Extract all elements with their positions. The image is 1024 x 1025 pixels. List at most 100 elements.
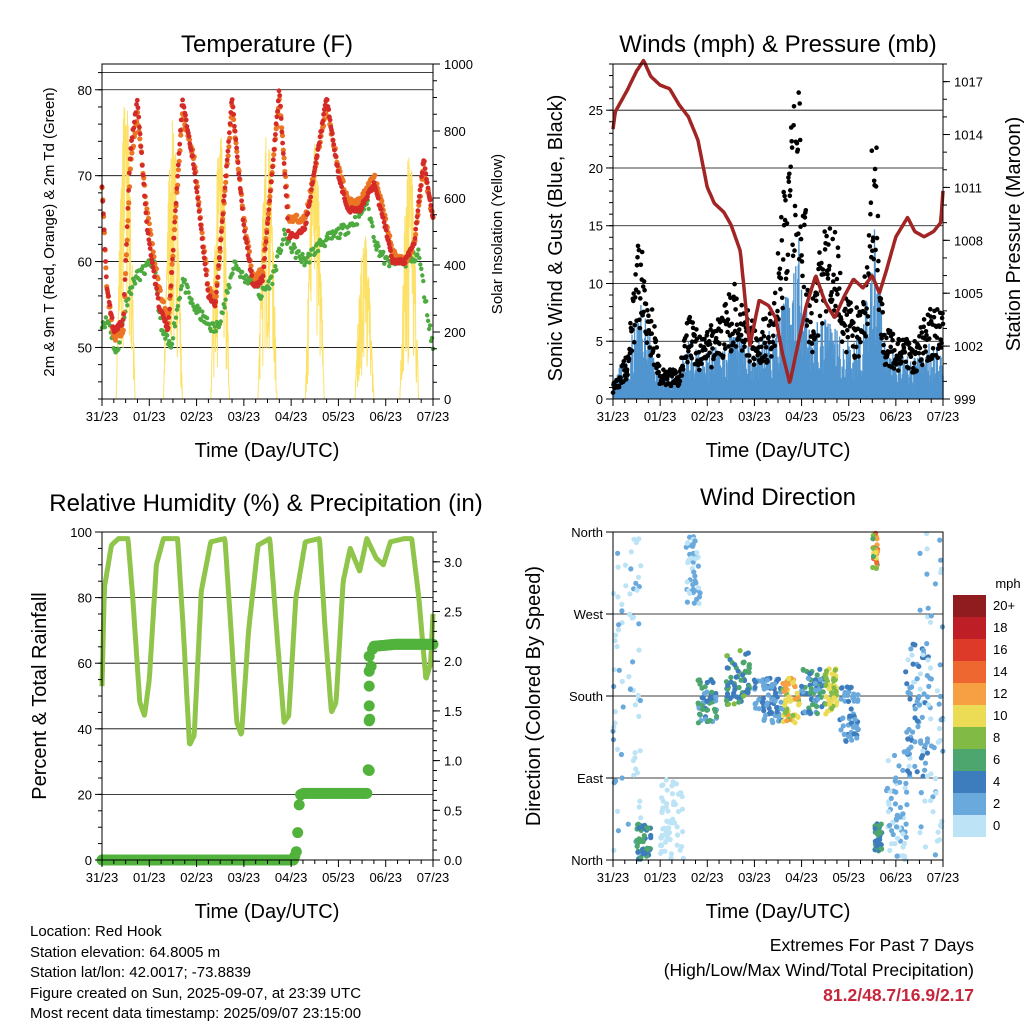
temp-2m-point (272, 137, 278, 143)
gust-point (839, 339, 845, 345)
gust-point (861, 301, 867, 307)
temp-2m-point (326, 107, 332, 112)
direction-point (637, 798, 643, 804)
direction-point (937, 737, 943, 743)
temp-2m-point (275, 108, 280, 114)
direction-point (930, 809, 936, 815)
direction-point (916, 693, 922, 700)
gust-point (759, 344, 764, 350)
gust-point (652, 324, 657, 329)
dewpoint-point (296, 249, 301, 254)
direction-point (928, 716, 934, 722)
direction-point (920, 652, 926, 658)
temp-2m-point (162, 317, 168, 323)
gust-point (850, 333, 855, 339)
temp-2m-point (220, 211, 226, 217)
direction-ytick-label: West (574, 607, 604, 622)
temp-2m-point (153, 281, 159, 287)
temp-9m-point (248, 263, 254, 269)
colorbar-label: 4 (993, 774, 1000, 789)
temp-2m-point (216, 255, 222, 260)
humidity-ylabel-left: Percent & Total Rainfall (29, 592, 51, 800)
speed-colorbar: mph 20+ 18 16 14 12 10 8 6 4 2 0 (953, 576, 1021, 837)
direction-point (732, 662, 738, 668)
temp-2m-point (175, 173, 181, 179)
direction-point (644, 825, 650, 831)
direction-point (679, 806, 686, 812)
dewpoint-point (230, 271, 235, 276)
gust-point (865, 321, 870, 327)
gust-point (618, 375, 623, 380)
temp-2m-point (194, 189, 200, 195)
temp-2m-point (231, 112, 237, 117)
direction-point (922, 743, 928, 749)
temp-2m-point (247, 258, 252, 264)
gust-point (628, 320, 633, 326)
direction-point (634, 770, 641, 776)
temp-2m-point (241, 222, 247, 228)
temp-2m-point (168, 293, 173, 298)
dewpoint-point (305, 255, 310, 260)
direction-point (684, 579, 690, 585)
direction-point (928, 743, 935, 749)
gust-point (903, 359, 909, 365)
temp-9m-point (178, 132, 184, 138)
direction-point (900, 831, 906, 837)
dewpoint-point (346, 230, 351, 235)
gust-point (690, 320, 695, 325)
direction-point (736, 699, 742, 705)
winds-ytick-label: 0 (596, 392, 603, 407)
humidity-ytick-label: 80 (78, 591, 92, 606)
direction-point (620, 704, 626, 710)
temp-9m-point (294, 212, 300, 218)
gust-point (636, 290, 641, 295)
direction-point (636, 713, 642, 720)
temp-2m-point (314, 153, 320, 159)
direction-point (870, 564, 876, 571)
direction-point (925, 702, 932, 708)
gust-point (808, 319, 813, 325)
temp-2m-point (327, 117, 333, 123)
direction-point (850, 695, 856, 701)
gust-point (811, 331, 817, 337)
direction-point (636, 804, 642, 810)
dewpoint-point (204, 315, 210, 321)
direction-point (746, 665, 752, 671)
direction-point (911, 679, 917, 685)
temp-2m-point (196, 202, 201, 208)
gust-point (935, 355, 941, 361)
temp-2m-point (383, 227, 389, 233)
gust-point (827, 226, 833, 231)
solar-insolation-trace (115, 106, 136, 400)
direction-point (634, 587, 640, 593)
dewpoint-point (424, 299, 429, 304)
gust-point (769, 354, 774, 359)
colorbar-swatch (953, 749, 986, 771)
solar-insolation-trace (163, 120, 183, 400)
humidity-ytick-label: 0 (85, 853, 92, 868)
direction-point (614, 746, 621, 753)
direction-point (629, 615, 635, 621)
station-location: Location: Red Hook (30, 923, 162, 940)
winds-xtick-label: 06/23 (880, 409, 913, 424)
direction-xtick-label: 07/23 (927, 870, 960, 885)
direction-point (849, 737, 855, 743)
gust-point (803, 208, 809, 213)
gust-point (898, 354, 904, 360)
figure-created: Figure created on Sun, 2025-09-07, at 23… (30, 984, 362, 1002)
direction-point (769, 684, 775, 690)
direction-point (663, 777, 669, 783)
temp-2m-point (248, 268, 254, 274)
temp-2m-point (151, 268, 157, 274)
gust-point (722, 346, 728, 351)
direction-point (632, 702, 639, 708)
temp-2m-point (213, 299, 219, 304)
gust-point (874, 145, 879, 150)
temp-2m-point (144, 219, 150, 225)
temp-2m-point (402, 260, 408, 266)
direction-point (912, 706, 918, 712)
direction-point (695, 720, 702, 726)
gust-point (763, 353, 768, 358)
direction-point (937, 662, 943, 668)
direction-point (618, 751, 625, 758)
